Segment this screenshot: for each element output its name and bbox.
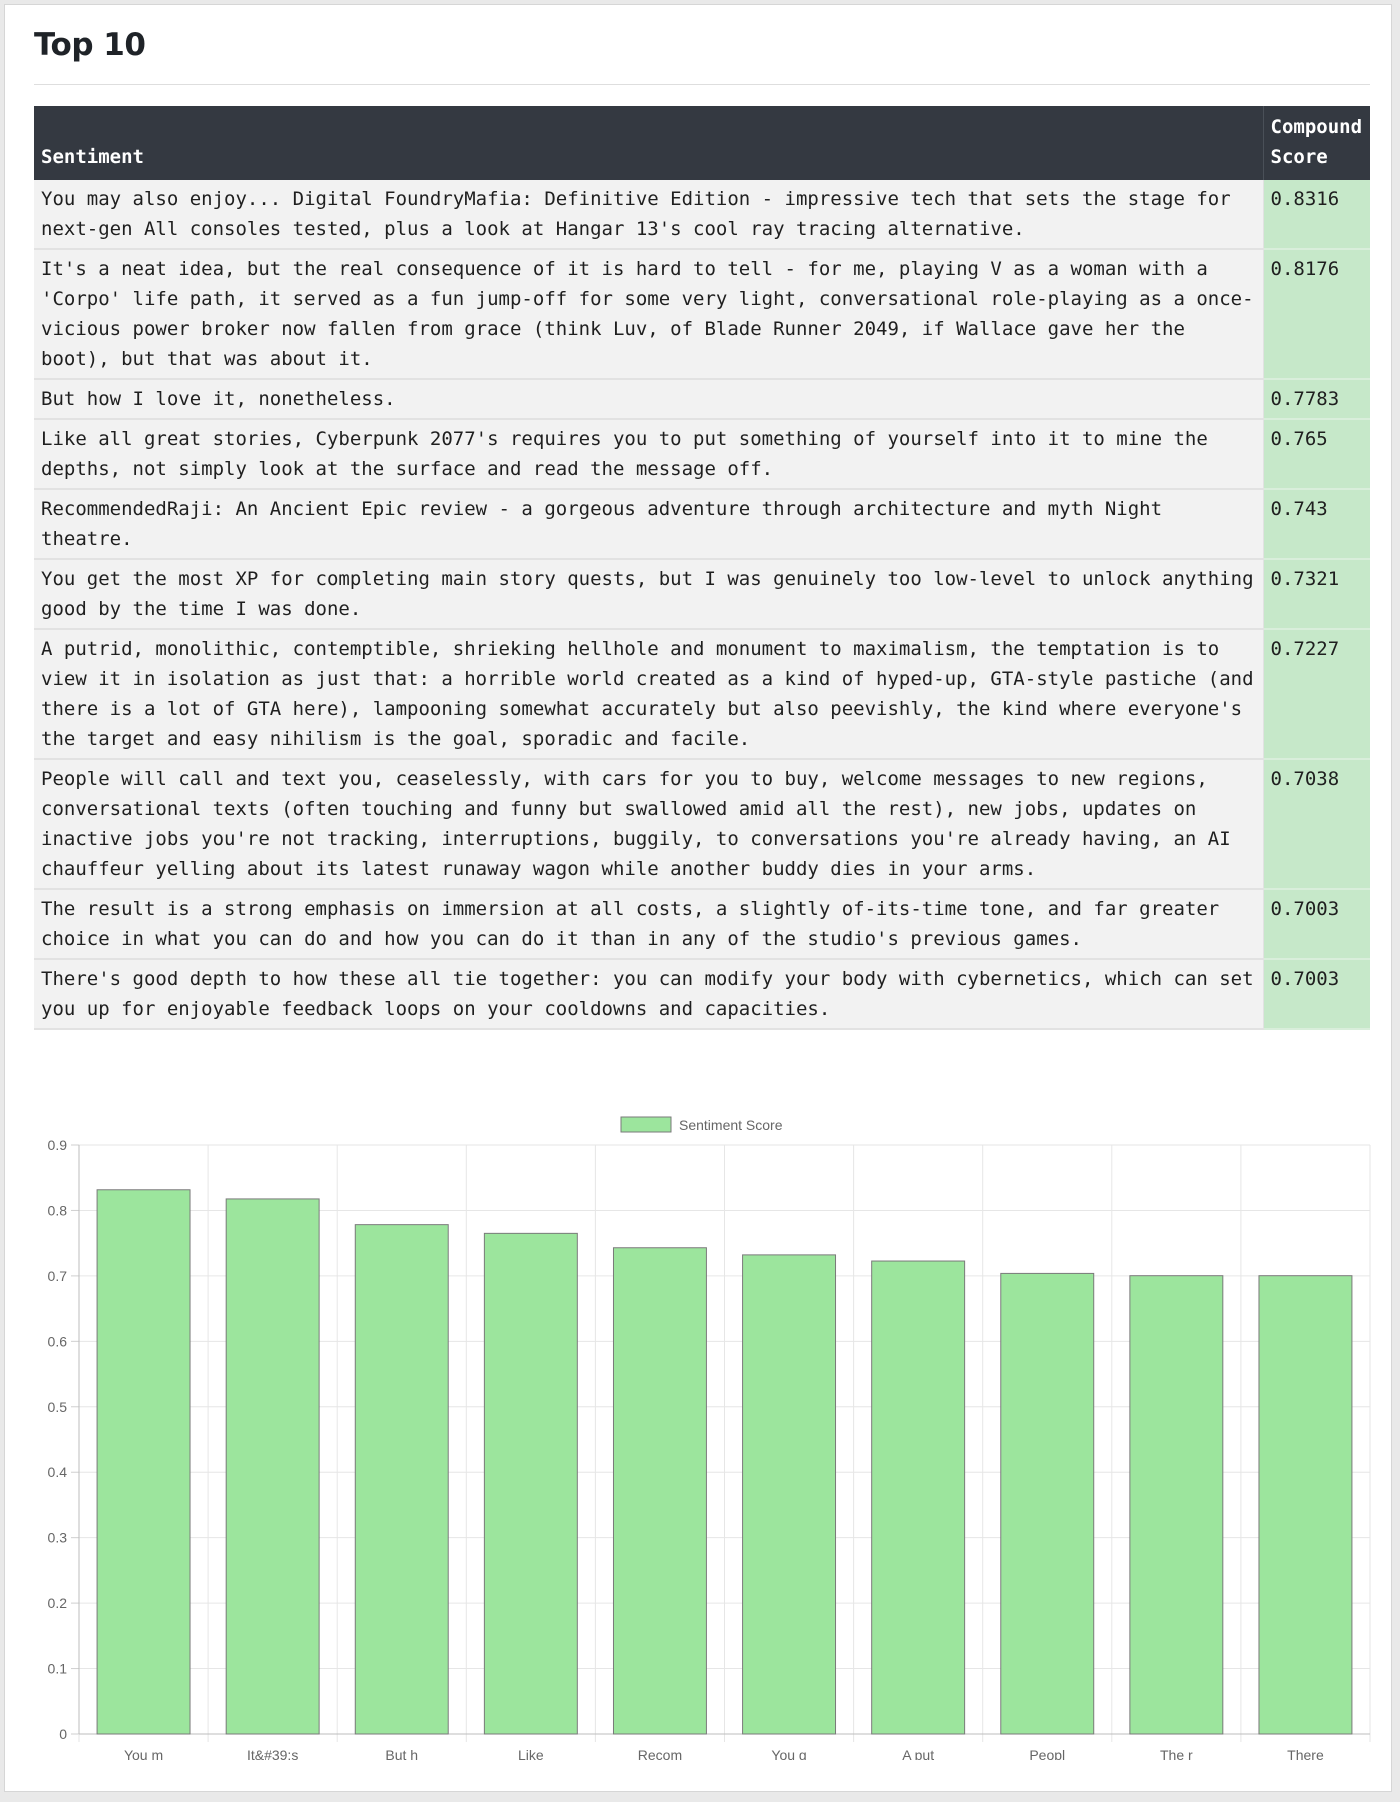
table-row: A putrid, monolithic, contemptible, shri… xyxy=(34,629,1370,760)
content-card: Top 10 Sentiment Compound Score You may … xyxy=(4,4,1392,1792)
bar xyxy=(1258,1275,1353,1735)
x-tick-label: Like xyxy=(518,1747,544,1760)
score-cell: 0.765 xyxy=(1262,419,1370,490)
y-tick-label: 0.2 xyxy=(48,1595,68,1611)
sentiment-cell: A putrid, monolithic, contemptible, shri… xyxy=(34,629,1263,760)
score-cell: 0.7038 xyxy=(1262,759,1370,890)
header-sentiment: Sentiment xyxy=(34,106,1263,180)
table-row: People will call and text you, ceaseless… xyxy=(34,759,1370,890)
bar xyxy=(1129,1275,1224,1735)
sentiment-cell: RecommendedRaji: An Ancient Epic review … xyxy=(34,489,1263,560)
y-tick-label: 0.4 xyxy=(48,1464,68,1480)
legend-label: Sentiment Score xyxy=(679,1117,783,1133)
sentiment-cell: It's a neat idea, but the real consequen… xyxy=(34,249,1263,380)
score-cell: 0.7321 xyxy=(1262,559,1370,630)
y-tick-label: 0.9 xyxy=(48,1137,68,1153)
sentiment-cell: But how I love it, nonetheless. xyxy=(34,379,1263,420)
bar xyxy=(871,1260,966,1735)
x-tick-label: But h xyxy=(385,1747,418,1760)
score-cell: 0.8316 xyxy=(1262,180,1370,250)
score-cell: 0.8176 xyxy=(1262,249,1370,380)
y-tick-label: 0.8 xyxy=(48,1202,68,1218)
table-header-row: Sentiment Compound Score xyxy=(34,106,1370,180)
legend-swatch xyxy=(620,1116,672,1133)
y-tick-label: 0.3 xyxy=(48,1530,68,1546)
score-cell: 0.7227 xyxy=(1262,629,1370,760)
bar xyxy=(612,1247,707,1735)
table-row: You get the most XP for completing main … xyxy=(34,559,1370,630)
bar xyxy=(1000,1272,1095,1735)
sentiment-cell: There's good depth to how these all tie … xyxy=(34,959,1263,1030)
y-tick-label: 0.6 xyxy=(48,1333,68,1349)
bar xyxy=(742,1254,837,1735)
table-row: But how I love it, nonetheless. 0.7783 xyxy=(34,379,1370,420)
table-row: RecommendedRaji: An Ancient Epic review … xyxy=(34,489,1370,560)
bar xyxy=(96,1189,191,1735)
sentiment-cell: The result is a strong emphasis on immer… xyxy=(34,889,1263,960)
sentiment-cell: Like all great stories, Cyberpunk 2077's… xyxy=(34,419,1263,490)
table-row: Like all great stories, Cyberpunk 2077's… xyxy=(34,419,1370,490)
table-row: There's good depth to how these all tie … xyxy=(34,959,1370,1030)
table-row: The result is a strong emphasis on immer… xyxy=(34,889,1370,960)
x-tick-label: There xyxy=(1287,1747,1324,1760)
x-tick-label: The r xyxy=(1160,1747,1193,1760)
header-compound-score: Compound Score xyxy=(1262,106,1370,180)
x-tick-label: A put xyxy=(902,1747,934,1760)
score-cell: 0.743 xyxy=(1262,489,1370,560)
sentiment-cell: You get the most XP for completing main … xyxy=(34,559,1263,630)
y-tick-label: 0.5 xyxy=(48,1399,68,1415)
x-tick-label: You m xyxy=(124,1747,163,1760)
x-tick-label: It&#39;s xyxy=(247,1747,298,1760)
table-row: It's a neat idea, but the real consequen… xyxy=(34,249,1370,380)
sentiment-bar-chart: 0 0.1 0.2 0.3 0.4 0.5 0.6 0.7 0.8 0.9 You m It&#39;… xyxy=(34,1100,1374,1760)
table-row: You may also enjoy... Digital FoundryMaf… xyxy=(34,180,1370,250)
bar xyxy=(483,1232,578,1735)
y-tick-label: 0.7 xyxy=(48,1268,68,1284)
y-tick-label: 0.1 xyxy=(48,1661,68,1677)
chart-svg: 0 0.1 0.2 0.3 0.4 0.5 0.6 0.7 0.8 0.9 You m It&#39;… xyxy=(48,1116,1371,1760)
x-tick-label: Peopl xyxy=(1029,1747,1065,1760)
title-divider xyxy=(34,84,1370,85)
bar xyxy=(354,1224,449,1735)
x-tick-label: You g xyxy=(771,1747,806,1760)
sentiment-cell: People will call and text you, ceaseless… xyxy=(34,759,1263,890)
y-tick-label: 0 xyxy=(59,1726,67,1742)
page-title: Top 10 xyxy=(34,27,146,63)
score-cell: 0.7003 xyxy=(1262,889,1370,960)
x-tick-label: Recom xyxy=(638,1747,682,1760)
sentiment-cell: You may also enjoy... Digital FoundryMaf… xyxy=(34,180,1263,250)
bar xyxy=(225,1198,320,1735)
score-cell: 0.7003 xyxy=(1262,959,1370,1030)
sentiment-table: Sentiment Compound Score You may also en… xyxy=(34,106,1370,1030)
score-cell: 0.7783 xyxy=(1262,379,1370,420)
